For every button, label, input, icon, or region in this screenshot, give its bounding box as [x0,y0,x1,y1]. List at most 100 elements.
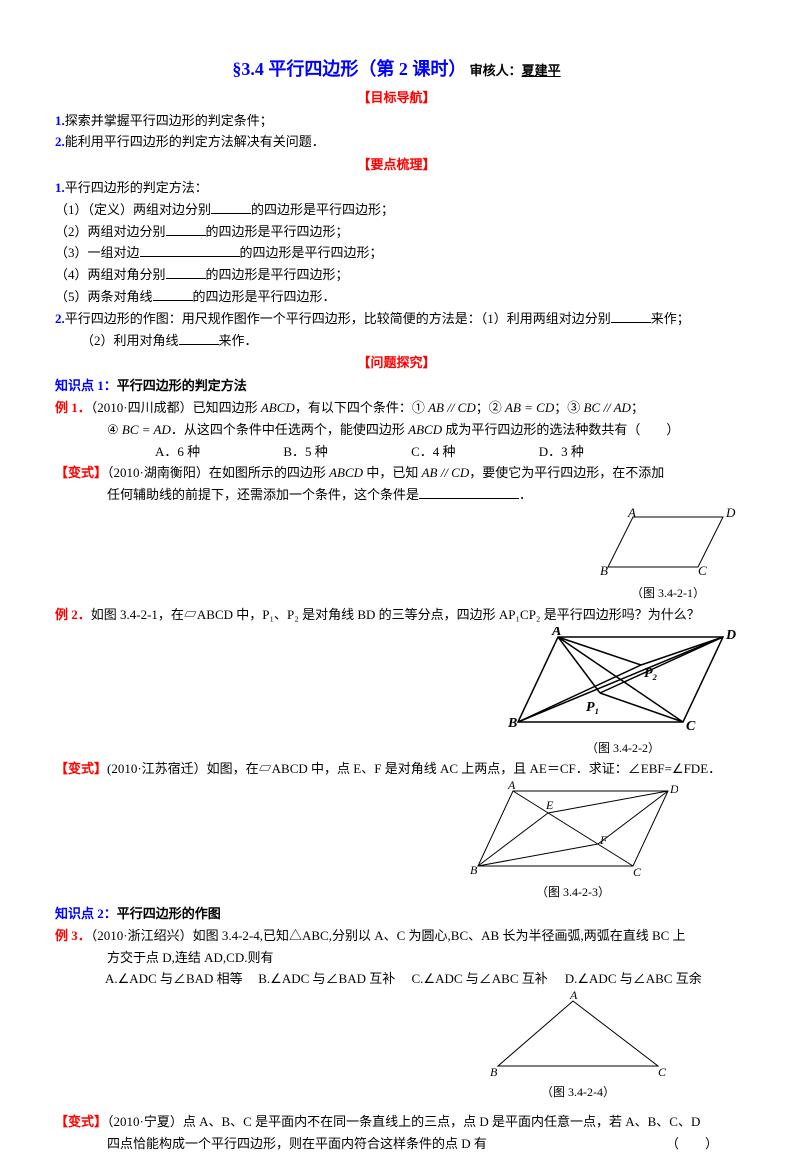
var1-e: ． [519,487,532,502]
fig2-C: C [686,719,696,734]
ex1-abcd2: ABCD [408,422,442,437]
ex3-text: （2010·浙江绍兴）如图 3.4-2-4,已知△ABC,分别以 A、C 为圆心… [91,928,686,943]
blank [179,332,219,345]
goal-2-num: 2. [55,134,65,149]
fig3-F: F [599,833,608,847]
point-2-num: 2. [55,311,65,326]
goal-1: 1.探索并掌握平行四边形的判定条件； [55,111,738,132]
ex1-c3: BC // AD [584,400,631,415]
example-1: 例 1．（2010·四川成都）已知四边形 ABCD，有以下四个条件：① AB /… [55,398,738,419]
point-1-1: （1）（定义）两组对边分别 的四边形是平行四边形； [55,200,738,221]
var2-text: (2010·江苏宿迁）如图，在▱ABCD 中，点 E、F 是对角线 AC 上两点… [107,761,721,776]
fig3-B: B [470,863,478,877]
fig4-A: A [569,991,578,1002]
reviewer-label: 审核人： [470,63,522,78]
p1-5a: （5）两条对角线 [55,289,153,304]
fig1-caption: （图 3.4-2-1） [598,584,738,603]
p2c: （2）利用对角线 [81,333,179,348]
p1-1a: （1）（定义）两组对边分别 [55,202,211,217]
ex1-c4: BC = AD [122,422,171,437]
kp1-label: 知识点 1： [55,378,117,393]
goal-2-text: 能利用平行四边形的判定方法解决有关问题． [65,134,325,149]
var1-cond: AB // CD [422,465,470,480]
var3-c: （ ） [666,1134,738,1155]
fig1-D: D [725,507,736,520]
p2b: 来作； [651,311,690,326]
ex1-l2b: ．从这四个条件中任选两个，能使四边形 [171,422,408,437]
blank [166,266,206,279]
fig3-svg: A D B C E F [468,781,678,881]
knowledge-point-1: 知识点 1：平行四边形的判定方法 [55,376,738,397]
var2-label: 【变式】 [55,761,107,776]
kp2-text: 平行四边形的作图 [117,906,221,921]
p1-2a: （2）两组对边分别 [55,224,166,239]
ex1-b4: ； [631,400,644,415]
point-2: 2.平行四边形的作图：用尺规作图作一个平行四边形，比较简便的方法是：（1）利用两… [55,309,738,330]
ex1-choices: A．6 种 B．5 种 C．4 种 D．3 种 [55,442,738,463]
goal-1-text: 探索并掌握平行四边形的判定条件； [65,113,273,128]
var1-text: （2010·湖南衡阳）在如图所示的四边形 [107,465,329,480]
p1-4a: （4）两组对角分别 [55,267,166,282]
fig2-caption: （图 3.4-2-2） [508,739,738,758]
fig3-E: E [545,798,554,812]
fig2-A: A [551,627,561,639]
ex2-label: 例 2． [55,607,91,622]
p2d: 来作． [219,333,258,348]
choice-a: A.∠ADC 与∠BAD 相等 [105,969,255,990]
goals-header: 【目标导航】 [55,88,738,109]
choice-d: D．3 种 [539,442,584,463]
fig1-svg: A D B C [598,507,738,582]
kp1-text: 平行四边形的判定方法 [117,378,247,393]
figure-2: A D B C P₁ P₂ （图 3.4-2-2） [55,627,738,759]
problems-header: 【问题探究】 [55,353,738,374]
kp2-label: 知识点 2： [55,906,117,921]
choice-d: D.∠ADC 与∠ABC 互余 [565,969,702,990]
fig2-svg: A D B C P₁ P₂ [508,627,738,737]
fig4-B: B [490,1065,498,1079]
main-title: §3.4 平行四边形（第 2 课时） [232,59,466,79]
fig2-P2: P₂ [644,666,658,681]
var1-c: ，要使它为平行四边形，在不添加 [469,465,664,480]
choice-c: C．4 种 [411,442,455,463]
var3-text: （2010·宁夏）点 A、B、C 是平面内不在同一条直线上的三点，点 D 是平面… [107,1114,700,1129]
variant-3-line2: 四点恰能构成一个平行四边形，则在平面内符合这样条件的点 D 有 （ ） [55,1134,738,1155]
fig3-caption: （图 3.4-2-3） [468,883,678,902]
var3-label: 【变式】 [55,1114,107,1129]
reviewer-name: 夏建平 [522,63,561,78]
choice-a: A．6 种 [155,442,200,463]
p2-text: 平行四边形的作图：用尺规作图作一个平行四边形，比较简便的方法是：（1）利用两组对… [65,311,611,326]
p1-1b: 的四边形是平行四边形； [251,202,394,217]
knowledge-point-2: 知识点 2：平行四边形的作图 [55,904,738,925]
point-1-text: 平行四边形的判定方法： [65,180,208,195]
goal-2: 2.能利用平行四边形的判定方法解决有关问题． [55,132,738,153]
figure-4: A B C （图 3.4-2-4） [55,991,738,1103]
p1-4b: 的四边形是平行四边形； [206,267,349,282]
ex1-abcd: ABCD [261,400,295,415]
blank [419,486,519,499]
point-1-4: （4）两组对角分别 的四边形是平行四边形； [55,265,738,286]
ex1-c1: AB // CD [428,400,476,415]
point-1-num: 1. [55,180,65,195]
fig2-D: D [725,628,736,643]
ex1-b3: ；③ [554,400,583,415]
blank [211,201,251,214]
ex1-c2: AB = CD [505,400,554,415]
title-line: §3.4 平行四边形（第 2 课时） 审核人：夏建平 [55,55,738,84]
var3-b: 四点恰能构成一个平行四边形，则在平面内符合这样条件的点 D 有 [107,1134,487,1155]
choice-c: C.∠ADC 与∠ABC 互补 [412,969,562,990]
point-1-3: （3）一组对边的四边形是平行四边形； [55,243,738,264]
goal-1-num: 1. [55,113,65,128]
example-3: 例 3．（2010·浙江绍兴）如图 3.4-2-4,已知△ABC,分别以 A、C… [55,926,738,947]
fig3-D: D [669,782,678,796]
points-header: 【要点梳理】 [55,155,738,176]
p1-5b: 的四边形是平行四边形． [193,289,336,304]
fig4-C: C [658,1065,667,1079]
ex3-b: 方交于点 D,连结 AD,CD.则有 [107,950,273,965]
example-3-line2: 方交于点 D,连结 AD,CD.则有 [55,948,738,969]
variant-1: 【变式】（2010·湖南衡阳）在如图所示的四边形 ABCD 中，已知 AB //… [55,463,738,484]
fig1-B: B [600,563,608,578]
ex3-choices: A.∠ADC 与∠BAD 相等 B.∠ADC 与∠BAD 互补 C.∠ADC 与… [55,969,738,990]
blank [153,288,193,301]
ex1-b2: ；② [476,400,505,415]
var1-label: 【变式】 [55,465,107,480]
